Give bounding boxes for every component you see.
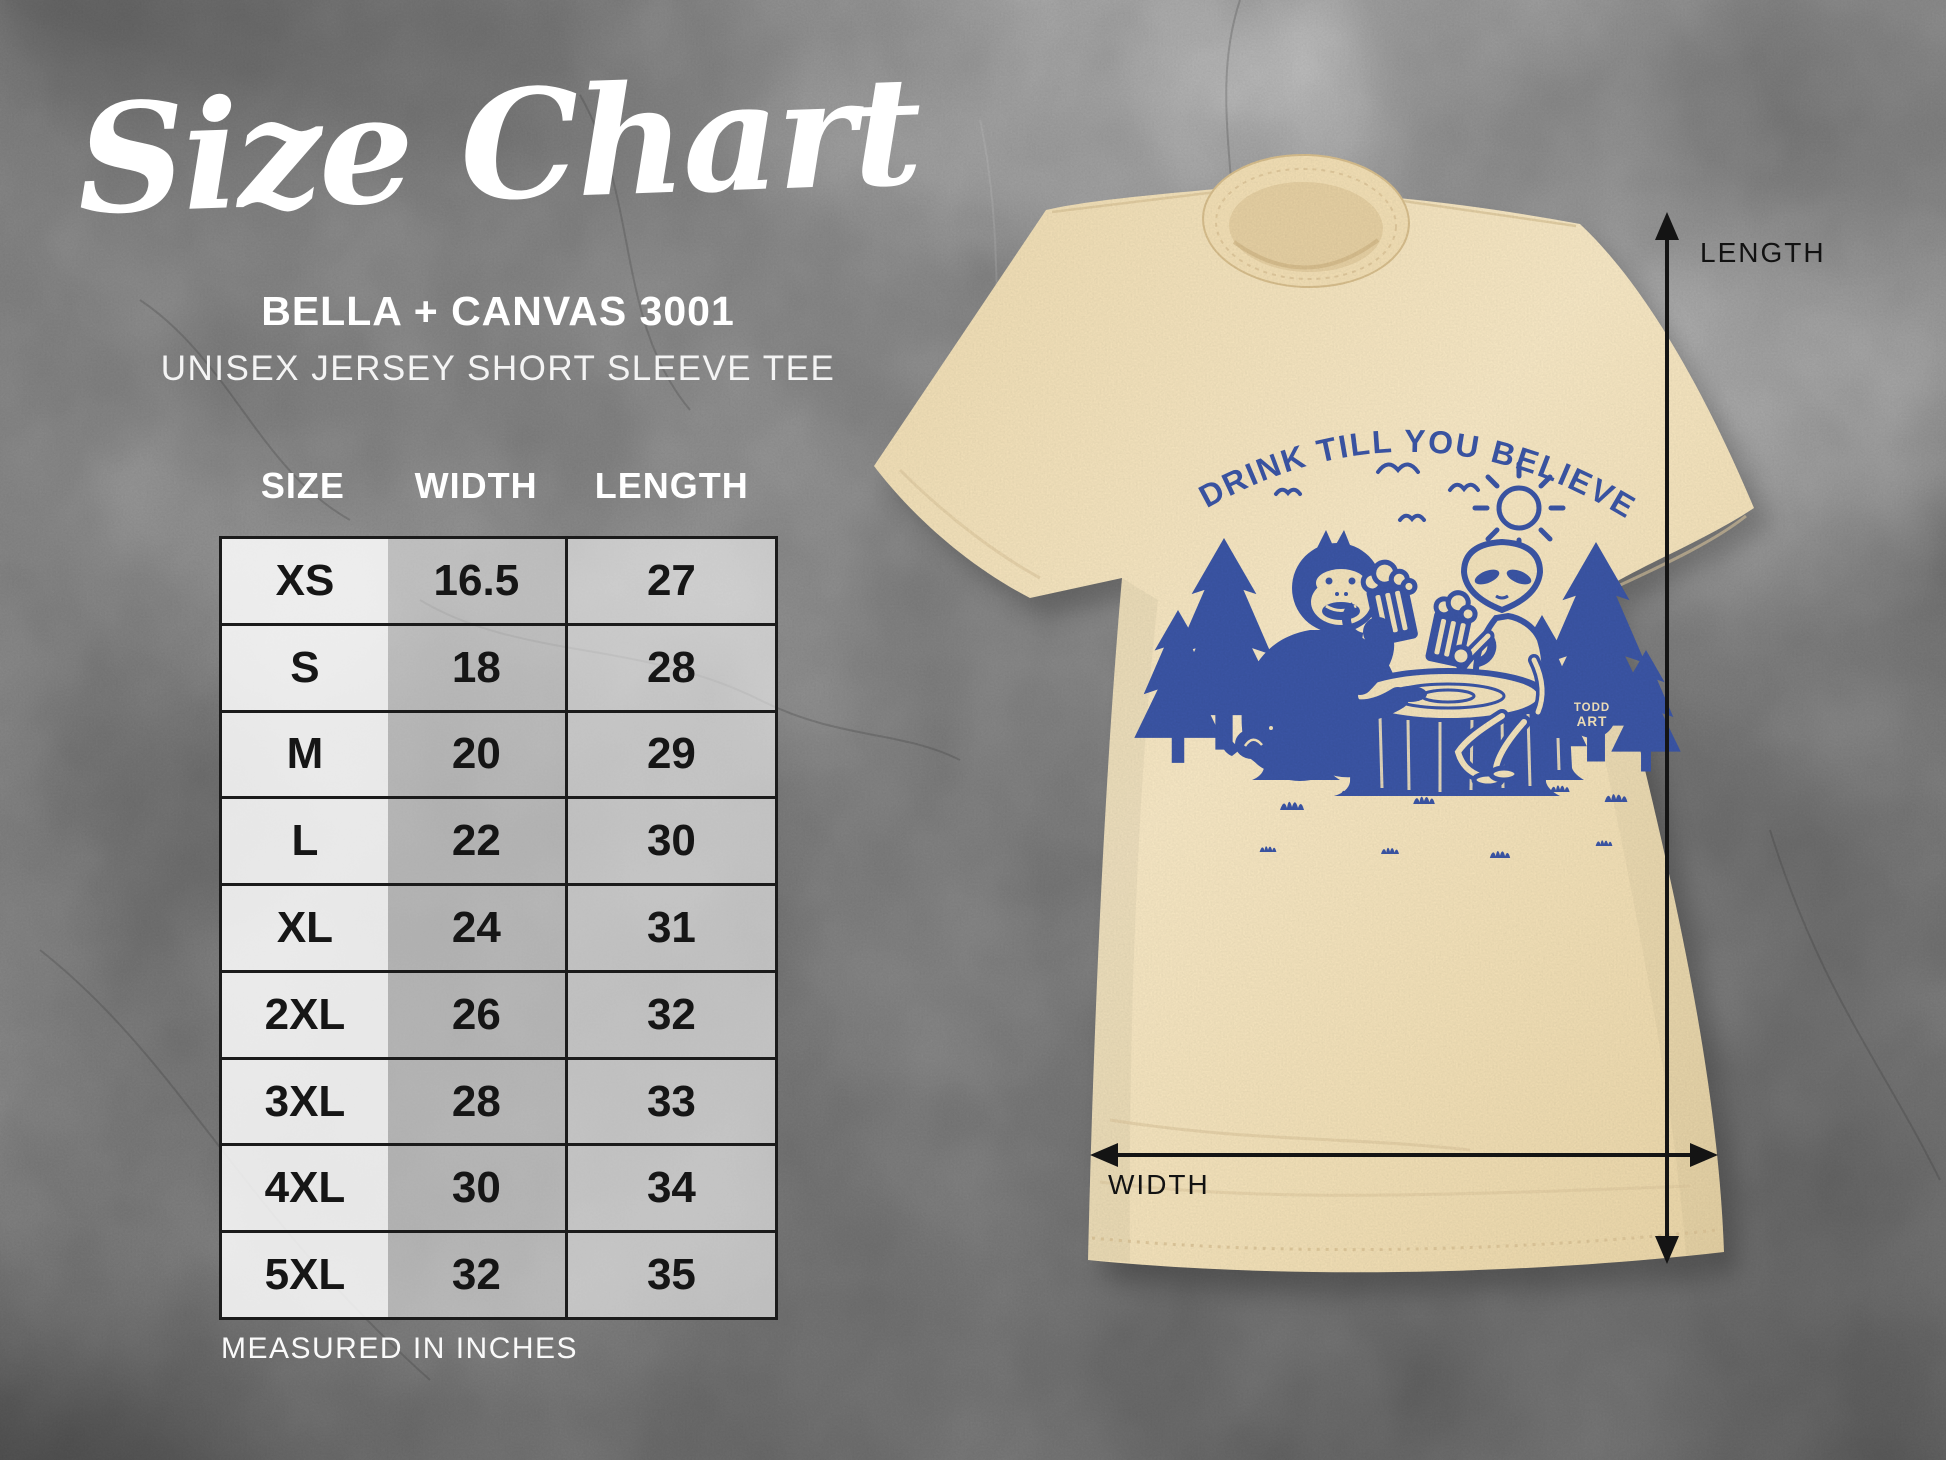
width-cell: 32 bbox=[387, 1233, 565, 1318]
column-header-length: LENGTH bbox=[594, 465, 749, 506]
width-cell: 16.5 bbox=[387, 539, 565, 623]
width-cell: 22 bbox=[387, 799, 565, 884]
width-cell: 20 bbox=[387, 712, 565, 797]
length-cell: 31 bbox=[564, 886, 775, 970]
length-cell: 34 bbox=[564, 1146, 775, 1231]
size-cell: 2XL bbox=[222, 972, 388, 1057]
size-cell: S bbox=[222, 625, 388, 710]
page-title: Size Chart bbox=[74, 43, 922, 249]
size-table: XS 16.5 27 S 18 28 M 20 29 L 22 30 XL 24 31 2XL 26 32 3XL 2… bbox=[219, 536, 778, 1320]
table-row: XS 16.5 27 bbox=[222, 539, 775, 626]
size-cell: XS bbox=[222, 539, 388, 623]
table-row: 3XL 28 33 bbox=[222, 1059, 775, 1147]
product-name: UNISEX JERSEY SHORT SLEEVE TEE bbox=[160, 349, 836, 388]
table-row: M 20 29 bbox=[222, 712, 775, 800]
table-row: L 22 30 bbox=[222, 799, 775, 887]
table-row: 2XL 26 32 bbox=[222, 972, 775, 1060]
length-cell: 30 bbox=[564, 799, 775, 884]
table-row: S 18 28 bbox=[222, 625, 775, 713]
size-table-header: SIZE WIDTH LENGTH bbox=[219, 465, 778, 507]
table-row: XL 24 31 bbox=[222, 886, 775, 973]
size-cell: M bbox=[222, 712, 388, 797]
width-cell: 30 bbox=[387, 1146, 565, 1231]
length-cell: 33 bbox=[564, 1059, 775, 1144]
length-cell: 29 bbox=[564, 712, 775, 797]
width-cell: 18 bbox=[387, 625, 565, 710]
length-cell: 35 bbox=[564, 1233, 775, 1318]
units-footnote: MEASURED IN INCHES bbox=[221, 1332, 579, 1365]
length-cell: 28 bbox=[564, 625, 775, 710]
brand-name: BELLA + CANVAS 3001 bbox=[261, 288, 735, 334]
column-header-size: SIZE bbox=[260, 465, 345, 506]
size-cell: L bbox=[222, 799, 388, 884]
width-cell: 28 bbox=[387, 1059, 565, 1144]
table-row: 4XL 30 34 bbox=[222, 1146, 775, 1234]
length-cell: 32 bbox=[564, 972, 775, 1057]
length-cell: 27 bbox=[564, 539, 775, 623]
size-cell: 5XL bbox=[222, 1233, 388, 1318]
width-cell: 26 bbox=[387, 972, 565, 1057]
table-row: 5XL 32 35 bbox=[222, 1233, 775, 1318]
size-cell: 4XL bbox=[222, 1146, 388, 1231]
size-cell: 3XL bbox=[222, 1059, 388, 1144]
size-cell: XL bbox=[222, 886, 388, 970]
column-header-width: WIDTH bbox=[414, 465, 538, 506]
width-cell: 24 bbox=[387, 886, 565, 970]
